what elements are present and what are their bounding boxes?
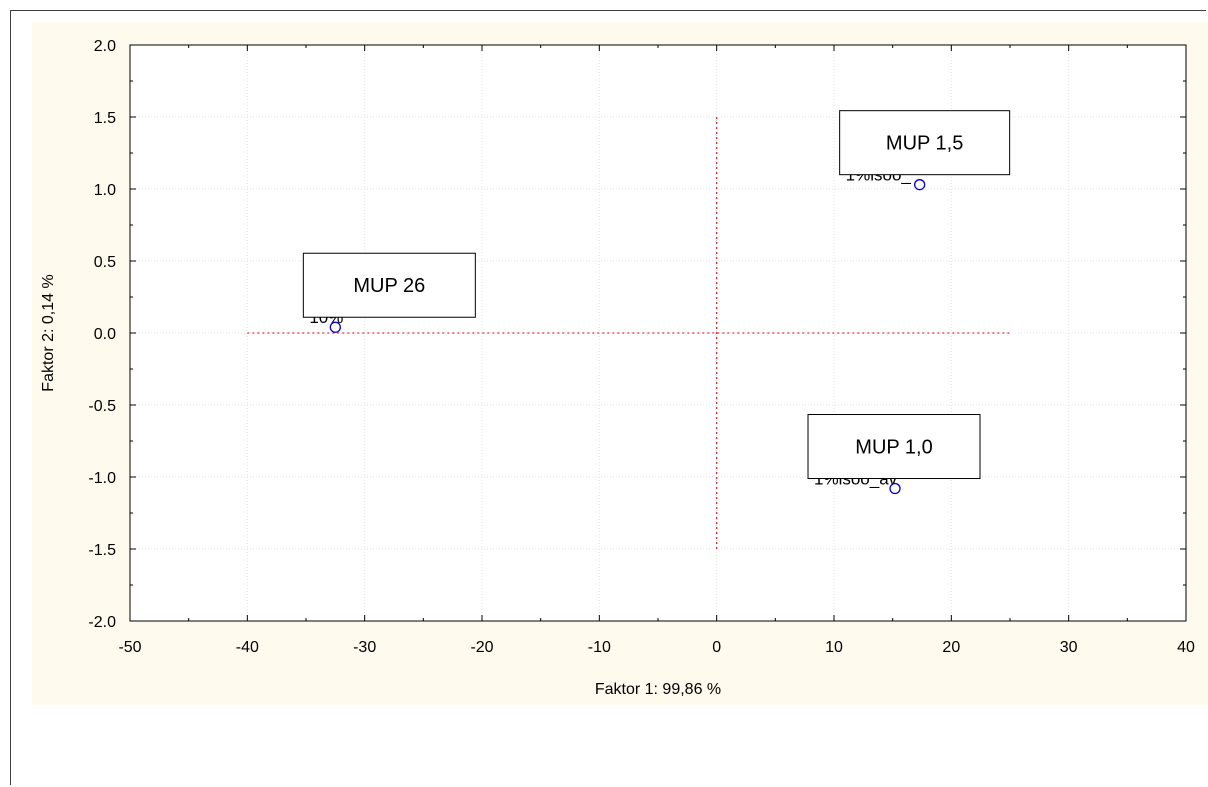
data-point-group: 1%isoo_av MUP 1,0 bbox=[807, 414, 981, 495]
data-point-group: 1%isoo_ MUP 1,5 bbox=[839, 110, 1011, 191]
y-tick-label: 1.5 bbox=[94, 110, 116, 127]
reference-lines bbox=[247, 117, 1010, 549]
y-tick-label: -1.0 bbox=[88, 470, 116, 487]
y-tick-label: -0.5 bbox=[88, 398, 116, 415]
data-points: 10% MUP 26 1%isoo_ MUP 1,5 1%isoo_av MUP 1,0 bbox=[302, 110, 1011, 495]
x-axis: -50 -40 -30 -20 -10 0 10 20 30 40 bbox=[118, 45, 1195, 656]
x-tick-label: -50 bbox=[118, 639, 141, 656]
label-box bbox=[302, 252, 476, 318]
data-point-group: 10% MUP 26 bbox=[302, 252, 476, 333]
x-tick-label: -20 bbox=[470, 639, 493, 656]
y-tick-label: 0.5 bbox=[94, 254, 116, 271]
point-label: MUP 26 bbox=[353, 275, 425, 297]
x-tick-label: 30 bbox=[1060, 639, 1078, 656]
y-tick-label: -2.0 bbox=[88, 614, 116, 631]
x-tick-label: -40 bbox=[236, 639, 259, 656]
y-tick-label: 0.0 bbox=[94, 326, 116, 343]
scatter-point bbox=[889, 482, 901, 495]
x-tick-label: 40 bbox=[1177, 639, 1195, 656]
point-label: MUP 1,5 bbox=[886, 133, 963, 155]
x-tick-label: 0 bbox=[712, 639, 721, 656]
scatter-point bbox=[914, 179, 926, 191]
y-tick-label: 1.0 bbox=[94, 182, 116, 199]
scatter-point bbox=[329, 321, 341, 333]
label-box bbox=[807, 414, 981, 480]
x-tick-label: -10 bbox=[588, 639, 611, 656]
hidden-point-label: 1%isoo_ bbox=[846, 166, 912, 185]
point-label: MUP 1,0 bbox=[855, 437, 932, 459]
y-axis-title: Faktor 2: 0,14 % bbox=[40, 274, 57, 391]
y-tick-label: -1.5 bbox=[88, 542, 116, 559]
hidden-point-label: 1%isoo_av bbox=[814, 470, 898, 489]
x-axis-title: Faktor 1: 99,86 % bbox=[595, 681, 721, 698]
label-box bbox=[839, 110, 1011, 176]
x-tick-label: -30 bbox=[353, 639, 376, 656]
x-tick-label: 20 bbox=[942, 639, 960, 656]
hidden-point-label: 10% bbox=[309, 308, 343, 327]
chart-frame bbox=[10, 10, 1206, 785]
y-axis: 2.0 1.5 1.0 0.5 0.0 -0.5 -1.0 -1.5 -2.0 bbox=[88, 38, 1186, 631]
x-tick-label: 10 bbox=[825, 639, 843, 656]
y-tick-label: 2.0 bbox=[94, 38, 116, 55]
